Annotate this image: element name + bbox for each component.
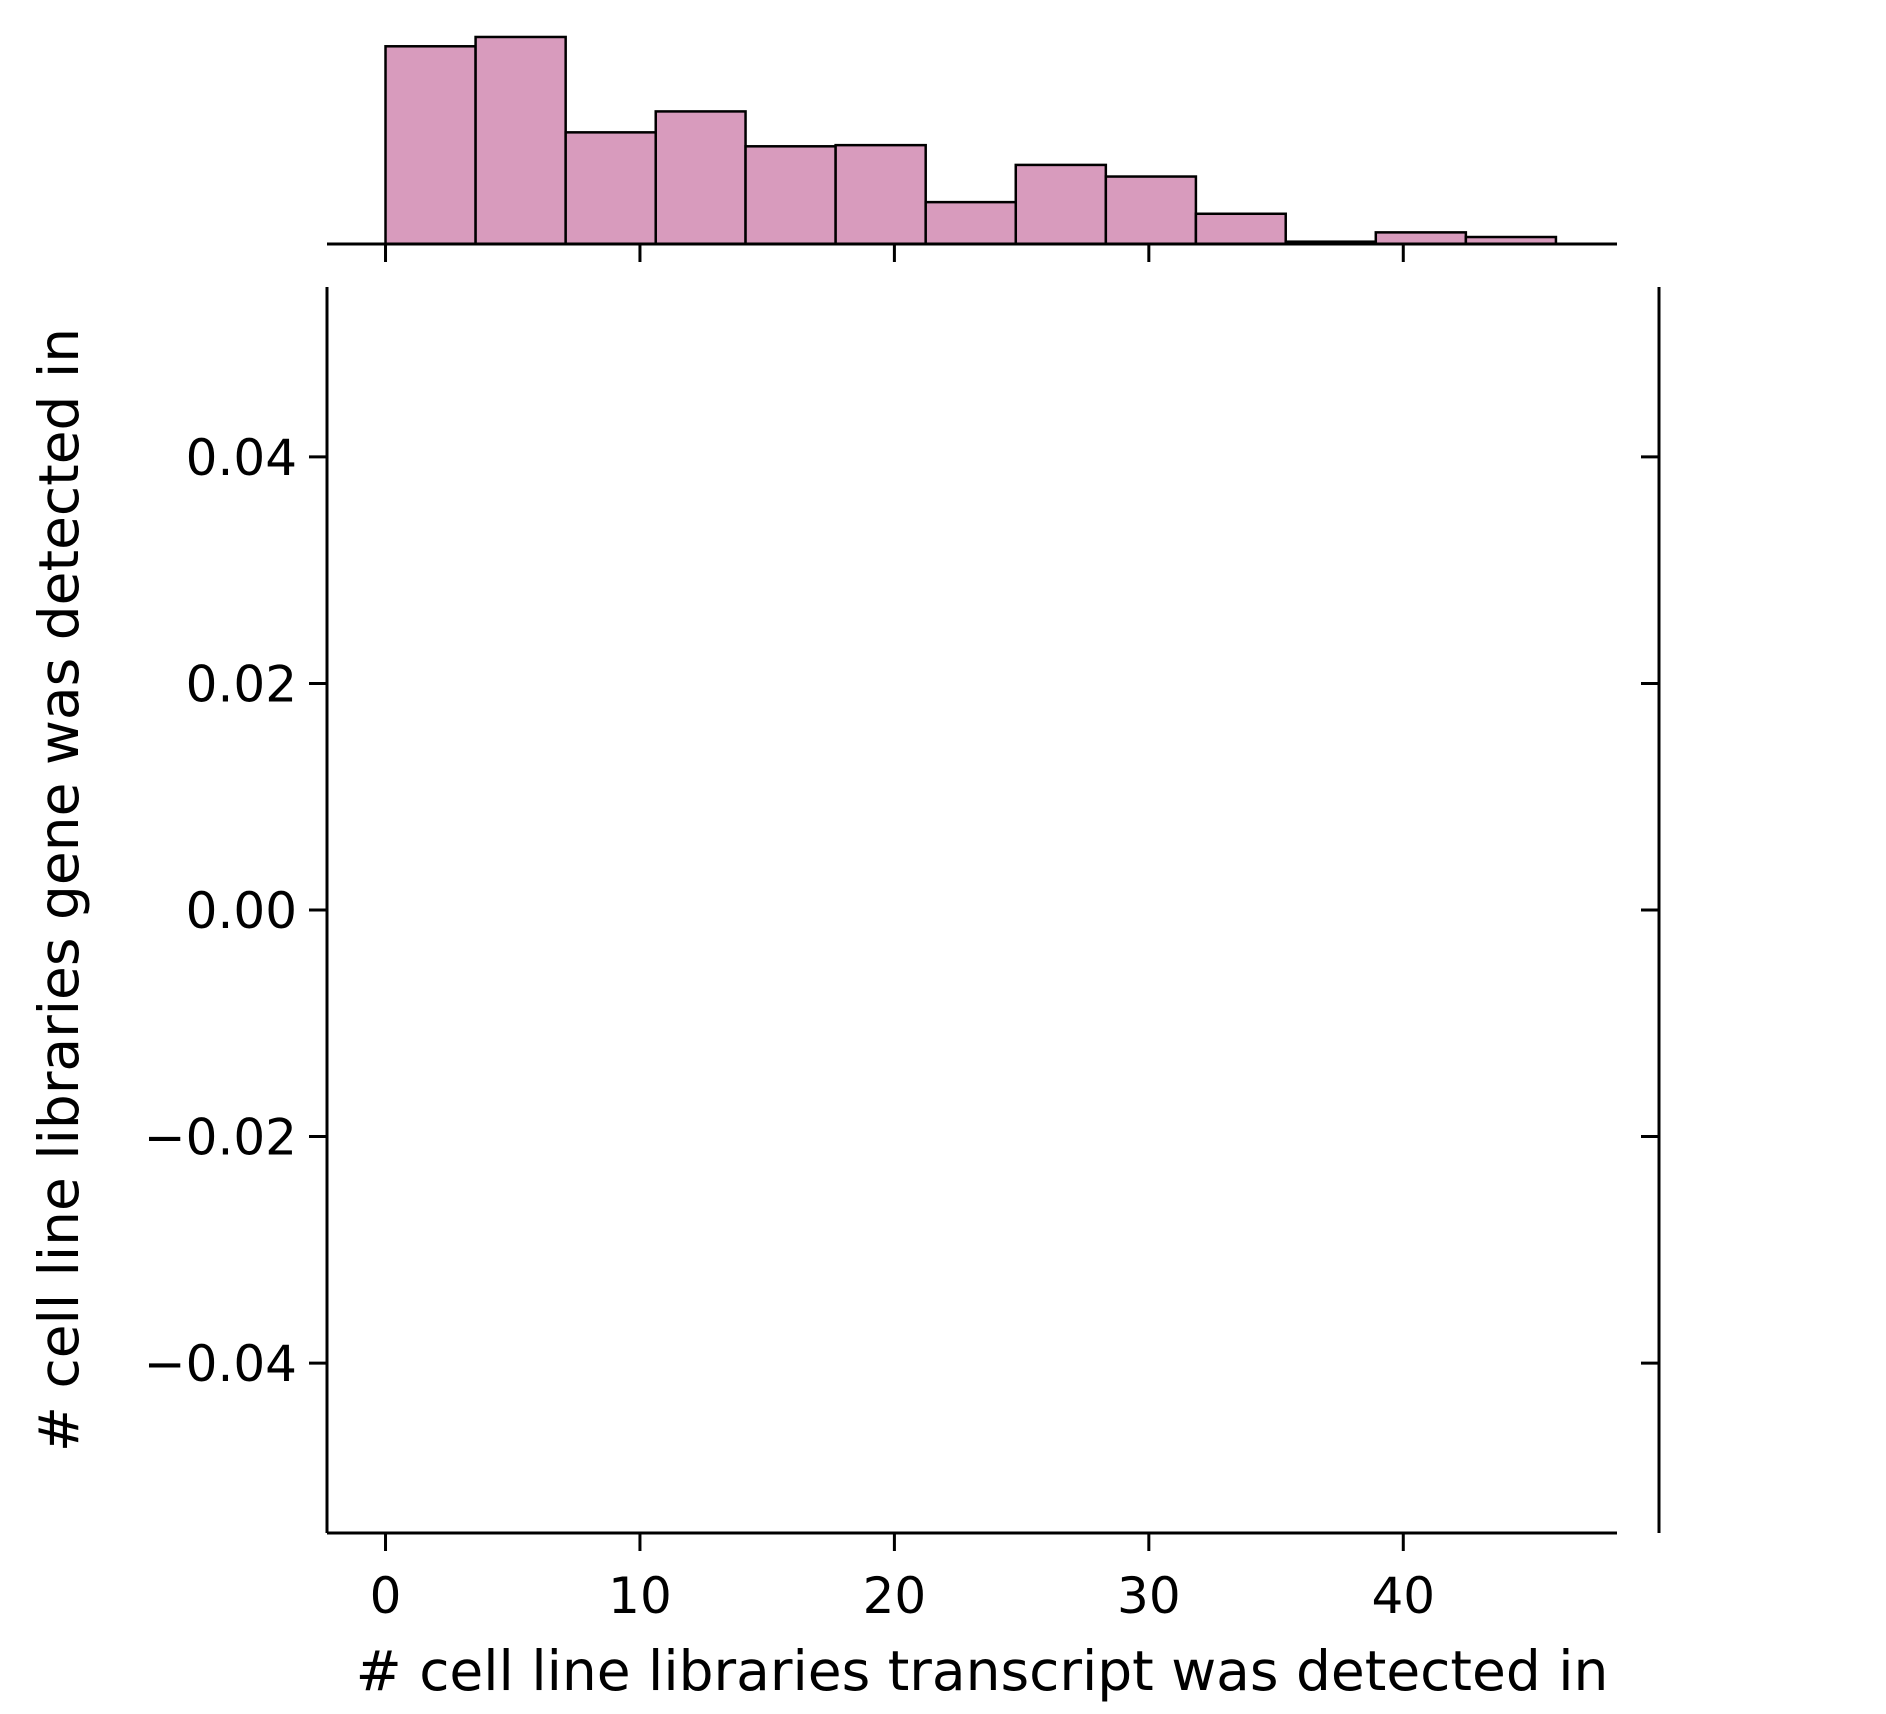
main-y-ticks: 0.04 0.02 0.00 −0.02 −0.04	[144, 429, 327, 1393]
histogram-bar	[744, 145, 837, 246]
histogram-bar	[564, 131, 657, 246]
y-tick-label: 0.00	[186, 882, 297, 940]
y-tick-label: 0.02	[186, 655, 297, 713]
histogram-bar	[1194, 212, 1287, 246]
histogram-bar	[834, 143, 927, 246]
marginal-x-ticks	[384, 244, 1405, 262]
y-tick-label: −0.04	[144, 1335, 297, 1393]
histogram-bar	[654, 110, 747, 246]
histogram-bar	[1104, 175, 1198, 246]
y-tick-label: −0.02	[144, 1109, 297, 1167]
marginal-x-bars	[384, 35, 1558, 246]
x-axis-title: # cell line libraries transcript was det…	[356, 1639, 1609, 1703]
histogram-bar	[474, 35, 567, 246]
y-axis-title: # cell line libraries gene was detected …	[27, 328, 91, 1452]
histogram-bar	[384, 45, 477, 246]
histogram-bar	[1014, 163, 1108, 246]
x-tick-label: 40	[1371, 1567, 1435, 1625]
x-tick-label: 0	[370, 1567, 402, 1625]
x-tick-label: 30	[1117, 1567, 1181, 1625]
main-x-ticks: 0 10 20 30 40	[370, 1533, 1435, 1625]
main-scatter-plot: 0.04 0.02 0.00 −0.02 −0.04 0 10 20 30 40	[144, 287, 1617, 1625]
marginal-y-histogram	[1641, 287, 1661, 1533]
x-tick-label: 10	[608, 1567, 672, 1625]
x-tick-label: 20	[863, 1567, 927, 1625]
histogram-bar	[924, 200, 1018, 246]
y-tick-label: 0.04	[186, 429, 297, 487]
histogram-bar	[1374, 231, 1468, 246]
marginal-y-ticks	[1641, 455, 1659, 1365]
marginal-x-histogram	[327, 35, 1617, 262]
